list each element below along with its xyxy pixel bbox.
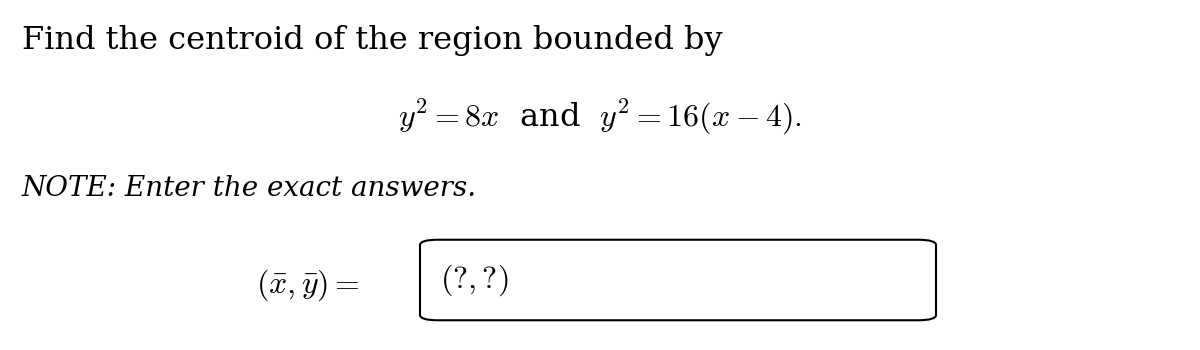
FancyBboxPatch shape — [420, 240, 936, 320]
Text: $(\bar{x}, \bar{y}) =$: $(\bar{x}, \bar{y}) =$ — [256, 267, 360, 303]
Text: $y^2 = 8x$  and  $y^2 = 16(x - 4).$: $y^2 = 8x$ and $y^2 = 16(x - 4).$ — [398, 98, 802, 137]
Text: Find the centroid of the region bounded by: Find the centroid of the region bounded … — [22, 25, 722, 56]
Text: NOTE: Enter the exact answers.: NOTE: Enter the exact answers. — [22, 175, 476, 202]
Text: $(?, ?)$: $(?, ?)$ — [440, 262, 509, 298]
